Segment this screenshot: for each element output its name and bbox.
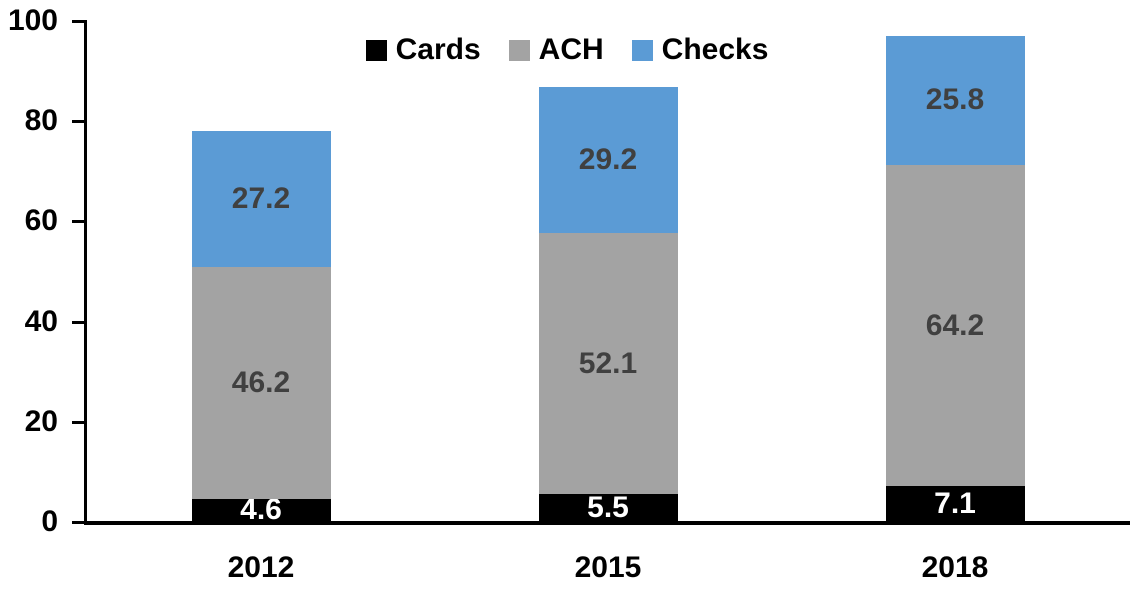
bar-segment-ach-2015: 52.1	[538, 233, 678, 495]
x-axis-label-2018: 2018	[921, 551, 989, 584]
y-axis-tick-mark	[72, 20, 84, 23]
data-label-cards-2018: 7.1	[934, 487, 976, 521]
legend-swatch-ach	[508, 39, 530, 61]
legend-label-checks: Checks	[661, 33, 769, 66]
y-axis-tick-label: 100	[7, 4, 58, 37]
x-axis-line	[84, 521, 1130, 525]
y-axis-tick-mark	[72, 220, 84, 224]
bar-segment-cards-2015: 5.5	[538, 491, 678, 525]
y-axis-tick-label: 20	[24, 404, 58, 438]
legend-item-checks: Checks	[631, 33, 769, 67]
bar-segment-checks-2012: 27.2	[191, 131, 331, 268]
y-axis-tick-mark	[72, 420, 84, 424]
y-axis-tick-label: 80	[24, 104, 58, 138]
legend-item-cards: Cards	[365, 33, 481, 67]
bar-segment-cards-2018: 7.1	[885, 486, 1025, 522]
data-label-ach-2018: 64.2	[925, 308, 985, 342]
legend-label-cards: Cards	[395, 33, 481, 66]
data-label-checks-2018: 25.8	[925, 83, 985, 117]
legend-swatch-checks	[631, 39, 653, 61]
legend-item-ach: ACH	[508, 33, 604, 67]
data-label-checks-2015: 29.2	[578, 143, 638, 177]
data-label-ach-2012: 46.2	[231, 366, 291, 400]
legend-label-ach: ACH	[538, 33, 604, 66]
y-axis-tick-label: 0	[41, 505, 58, 538]
chart-legend: Cards ACH Checks	[0, 33, 1134, 67]
y-axis-tick-mark	[72, 521, 84, 524]
y-axis-line	[84, 20, 87, 525]
y-axis-tick-mark	[72, 120, 84, 124]
legend-swatch-cards	[365, 39, 387, 61]
data-label-cards-2015: 5.5	[587, 491, 629, 525]
bar-segment-cards-2012: 4.6	[191, 495, 331, 525]
x-axis-label-2012: 2012	[227, 551, 295, 584]
bar-segment-checks-2018: 25.8	[885, 35, 1025, 165]
y-axis-tick-label: 40	[24, 304, 58, 338]
bar-segment-checks-2015: 29.2	[538, 87, 678, 234]
y-axis-tick-mark	[72, 320, 84, 324]
x-axis-label-2015: 2015	[574, 551, 642, 584]
bar-segment-ach-2012: 46.2	[191, 267, 331, 499]
data-label-checks-2012: 27.2	[231, 182, 291, 216]
y-axis-tick-label: 60	[24, 204, 58, 238]
data-label-cards-2012: 4.6	[240, 493, 282, 527]
data-label-ach-2015: 52.1	[578, 346, 638, 380]
bar-segment-ach-2018: 64.2	[885, 164, 1025, 487]
